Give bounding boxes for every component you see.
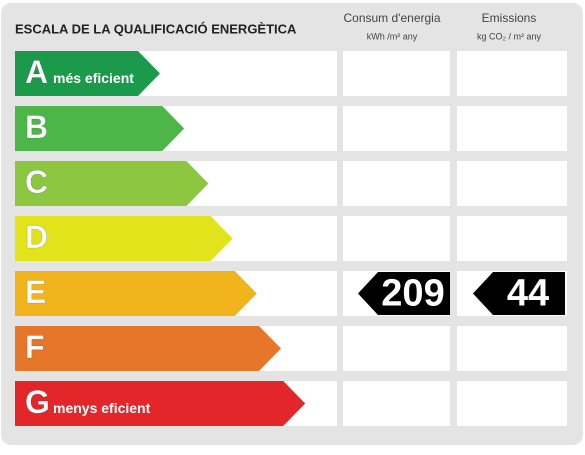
cell xyxy=(457,51,567,96)
rating-letter: D xyxy=(25,219,48,255)
cell xyxy=(457,161,567,206)
cell xyxy=(343,326,450,371)
cell xyxy=(343,106,450,151)
rating-arrow xyxy=(15,106,185,151)
cell xyxy=(343,51,450,96)
cell xyxy=(457,381,567,426)
rating-label: menys eficient xyxy=(53,400,151,416)
rating-arrow xyxy=(15,381,306,426)
cell xyxy=(457,106,567,151)
rating-arrow xyxy=(15,161,209,206)
column-title: Emissions xyxy=(482,11,537,25)
rating-arrow xyxy=(15,271,257,316)
value-badge xyxy=(358,272,450,315)
cell xyxy=(457,326,567,371)
rating-letter: F xyxy=(25,329,45,365)
value-badge xyxy=(473,272,565,315)
value: 44 xyxy=(507,273,549,315)
cell xyxy=(343,381,450,426)
cell xyxy=(343,216,450,261)
value: 209 xyxy=(381,273,444,315)
cell xyxy=(343,161,450,206)
rating-letter: E xyxy=(25,274,46,310)
cell xyxy=(457,216,567,261)
column-unit: kg CO₂ / m² any xyxy=(477,31,542,41)
rating-letter: G xyxy=(25,384,50,420)
column-title: Consum d'energia xyxy=(343,11,440,25)
rating-letter: C xyxy=(25,164,48,200)
rating-arrow xyxy=(15,51,160,96)
column-unit: kWh /m² any xyxy=(367,31,418,41)
title: ESCALA DE LA QUALIFICACIÓ ENERGÈTICA xyxy=(15,21,297,36)
rating-letter: B xyxy=(25,109,48,145)
rating-label: més eficient xyxy=(53,70,134,86)
rating-arrow xyxy=(15,216,233,261)
rating-arrow xyxy=(15,326,281,371)
rating-letter: A xyxy=(25,54,48,90)
